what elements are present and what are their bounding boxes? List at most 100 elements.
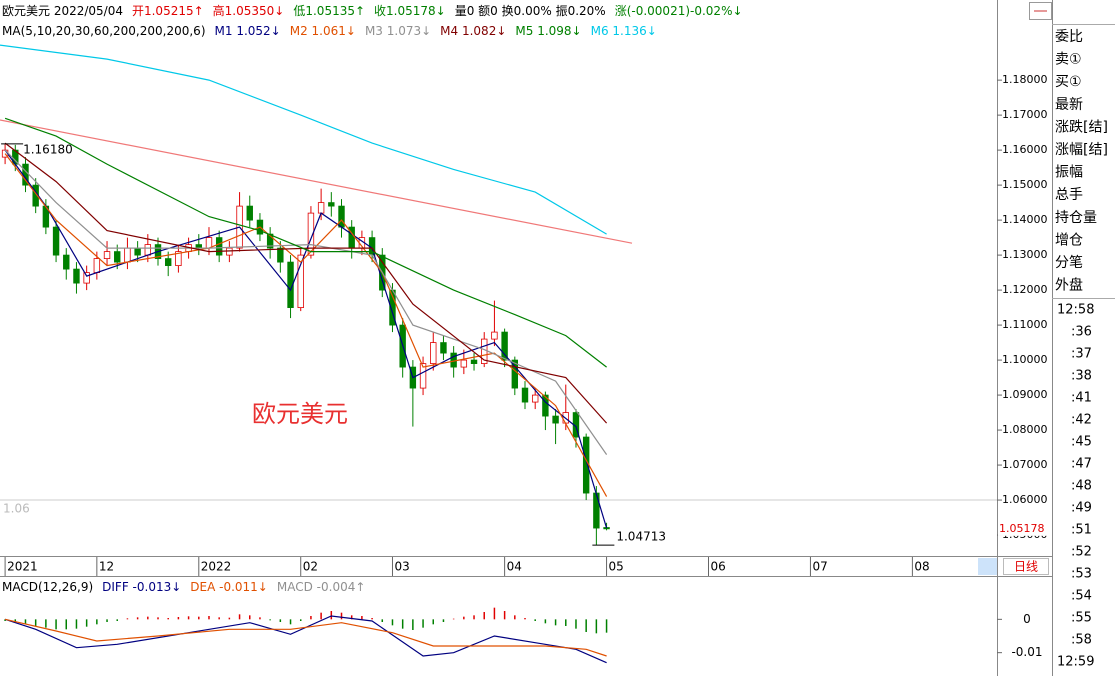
candle-body [491, 331, 498, 340]
panel-item: 最新 [1055, 97, 1083, 113]
annotation: 欧元美元 [252, 400, 348, 428]
candle-body [134, 247, 141, 256]
moving-average [4, 153, 608, 497]
legend-entry: DIFF -0.013↓ [102, 580, 181, 594]
last-price-label: 1.05178 [999, 522, 1045, 535]
candle-body [338, 205, 345, 228]
period-button[interactable] [1003, 558, 1049, 575]
moving-average [4, 149, 608, 455]
candle-body [83, 272, 90, 284]
candle-body [511, 359, 519, 389]
panel-time: :37 [1071, 347, 1092, 362]
candle-body [226, 247, 233, 256]
moving-average [0, 44, 607, 235]
candle-body [531, 394, 539, 403]
legend-entry: 低1.05135↑ [293, 4, 365, 18]
y-tick-label: 1.14000 [1002, 213, 1048, 226]
panel-time: :51 [1071, 523, 1092, 538]
panel-time: :41 [1071, 391, 1092, 406]
candle-body [307, 212, 315, 256]
candle-body [501, 331, 508, 361]
x-tick-label: 03 [394, 560, 409, 574]
panel-time: :49 [1071, 501, 1092, 516]
legend-entry: 高1.05350↓ [213, 3, 285, 18]
reference-label: 1.06 [3, 502, 30, 516]
candle-body [419, 363, 427, 389]
panel-item: 分笔 [1055, 255, 1083, 271]
legend-entry: 量0 额0 换0.00% 振0.20% [455, 4, 606, 18]
panel-time: :58 [1071, 633, 1092, 648]
legend-entry: M3 1.073↓ [365, 24, 431, 38]
panel-item: 买① [1055, 74, 1082, 90]
x-tick-label: 2021 [7, 560, 38, 574]
legend-entry: M1 1.052↓ [215, 24, 281, 38]
y-tick-label: 1.09000 [1002, 388, 1048, 401]
panel-time: :36 [1071, 325, 1092, 340]
y-tick-label: 1.17000 [1002, 108, 1048, 121]
candle-body [175, 251, 182, 267]
y-tick-label: 1.16000 [1002, 143, 1048, 156]
legend-entry: DEA -0.011↓ [190, 580, 268, 594]
legend-row: 欧元美元 2022/05/04 开1.05215↑ 高1.05350↓ 低1.0513… [2, 3, 743, 18]
x-tick-label: 07 [812, 560, 827, 574]
y-tick-label: 1.15000 [1002, 178, 1048, 191]
candle-body [287, 261, 294, 308]
candle-body [73, 268, 80, 284]
candle-body [63, 254, 70, 270]
x-tick-label: 05 [609, 560, 624, 574]
scroll-box[interactable] [978, 558, 997, 575]
candle-body [328, 202, 335, 207]
candle-body [317, 202, 325, 214]
candle-body [440, 342, 447, 354]
legend-row: MACD(12,26,9) DIFF -0.013↓ DEA -0.011↓ MACD… [2, 580, 365, 594]
legend-entry: 收1.05178↓ [374, 4, 446, 18]
panel-time: :45 [1071, 435, 1092, 450]
max-label: 1.16180 [23, 142, 73, 156]
panel-item: 卖① [1055, 52, 1082, 68]
macd-line [4, 615, 607, 664]
candle-body [552, 415, 559, 424]
legend-entry: M6 1.136↓ [591, 24, 657, 38]
moving-average [4, 142, 608, 424]
candle-body [52, 226, 60, 256]
panel-time: :54 [1071, 589, 1092, 604]
candle-body [124, 247, 131, 263]
trendline [0, 119, 633, 244]
panel-item: 总手 [1055, 187, 1083, 203]
y-tick-label: 1.13000 [1002, 248, 1048, 261]
x-tick-label: 06 [711, 560, 726, 574]
panel-time: 12:58 [1057, 303, 1094, 318]
legend-entry: M2 1.061↓ [290, 24, 356, 38]
candle-body [277, 247, 284, 263]
min-label: 1.04713 [616, 530, 666, 544]
candle-body [246, 205, 253, 221]
period-label: 日线 [1014, 560, 1038, 574]
x-tick-label: 04 [507, 560, 522, 574]
macd-line [4, 618, 607, 657]
panel-item: 增仓 [1055, 232, 1083, 248]
panel-time: :48 [1071, 479, 1092, 494]
y-tick-label: 1.11000 [1002, 318, 1048, 331]
x-tick-label: 12 [99, 560, 114, 574]
panel-time: :52 [1071, 545, 1092, 560]
panel-time: :47 [1071, 457, 1092, 472]
legend-entry: 开1.05215↑ [132, 4, 204, 18]
candle-body [297, 254, 304, 308]
legend-entry: MACD -0.004↑ [277, 580, 366, 594]
legend-entry: MA(5,10,20,30,60,200,200,200,6) [2, 24, 206, 38]
candle-body [266, 233, 274, 249]
candle-body [93, 258, 101, 274]
legend-entry: MACD(12,26,9) [2, 580, 93, 594]
candle-body [470, 359, 478, 364]
legend-entry: M4 1.082↓ [440, 24, 506, 38]
candle-body [144, 244, 152, 256]
y-tick-label: 1.18000 [1002, 73, 1048, 86]
y-tick-label: 1.06000 [1002, 493, 1048, 506]
y-tick-label: 1.12000 [1002, 283, 1048, 296]
candle-body [205, 237, 213, 249]
legend-entry: 欧元美元 2022/05/04 [2, 4, 123, 18]
candle-body [542, 394, 549, 417]
panel-item: 持仓量 [1055, 210, 1097, 226]
y-tick-label: 1.10000 [1002, 353, 1048, 366]
